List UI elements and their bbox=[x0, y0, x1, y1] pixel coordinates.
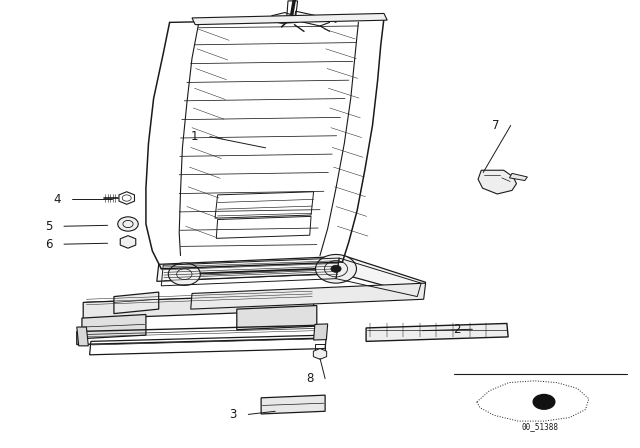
Polygon shape bbox=[261, 395, 325, 414]
Text: 1: 1 bbox=[191, 130, 198, 143]
Text: 6: 6 bbox=[45, 237, 52, 251]
Polygon shape bbox=[478, 170, 516, 194]
Polygon shape bbox=[157, 256, 426, 296]
Polygon shape bbox=[192, 13, 387, 25]
Text: 7: 7 bbox=[492, 119, 499, 132]
Polygon shape bbox=[237, 306, 317, 330]
Circle shape bbox=[168, 263, 200, 285]
Polygon shape bbox=[114, 292, 159, 314]
Polygon shape bbox=[83, 293, 314, 319]
Text: 5: 5 bbox=[45, 220, 52, 233]
Polygon shape bbox=[120, 236, 136, 248]
Text: 00_51388: 00_51388 bbox=[522, 422, 559, 431]
Text: 3: 3 bbox=[229, 408, 237, 421]
Circle shape bbox=[316, 254, 356, 283]
Polygon shape bbox=[366, 323, 508, 341]
Polygon shape bbox=[77, 327, 88, 346]
Circle shape bbox=[118, 217, 138, 231]
Circle shape bbox=[532, 394, 556, 410]
Text: 2: 2 bbox=[453, 323, 461, 336]
Polygon shape bbox=[314, 324, 328, 340]
Polygon shape bbox=[314, 349, 326, 359]
Polygon shape bbox=[82, 314, 146, 339]
Text: 8: 8 bbox=[306, 372, 314, 385]
Circle shape bbox=[331, 265, 341, 272]
Text: 4: 4 bbox=[53, 193, 61, 206]
Polygon shape bbox=[191, 283, 426, 309]
Polygon shape bbox=[509, 173, 527, 181]
